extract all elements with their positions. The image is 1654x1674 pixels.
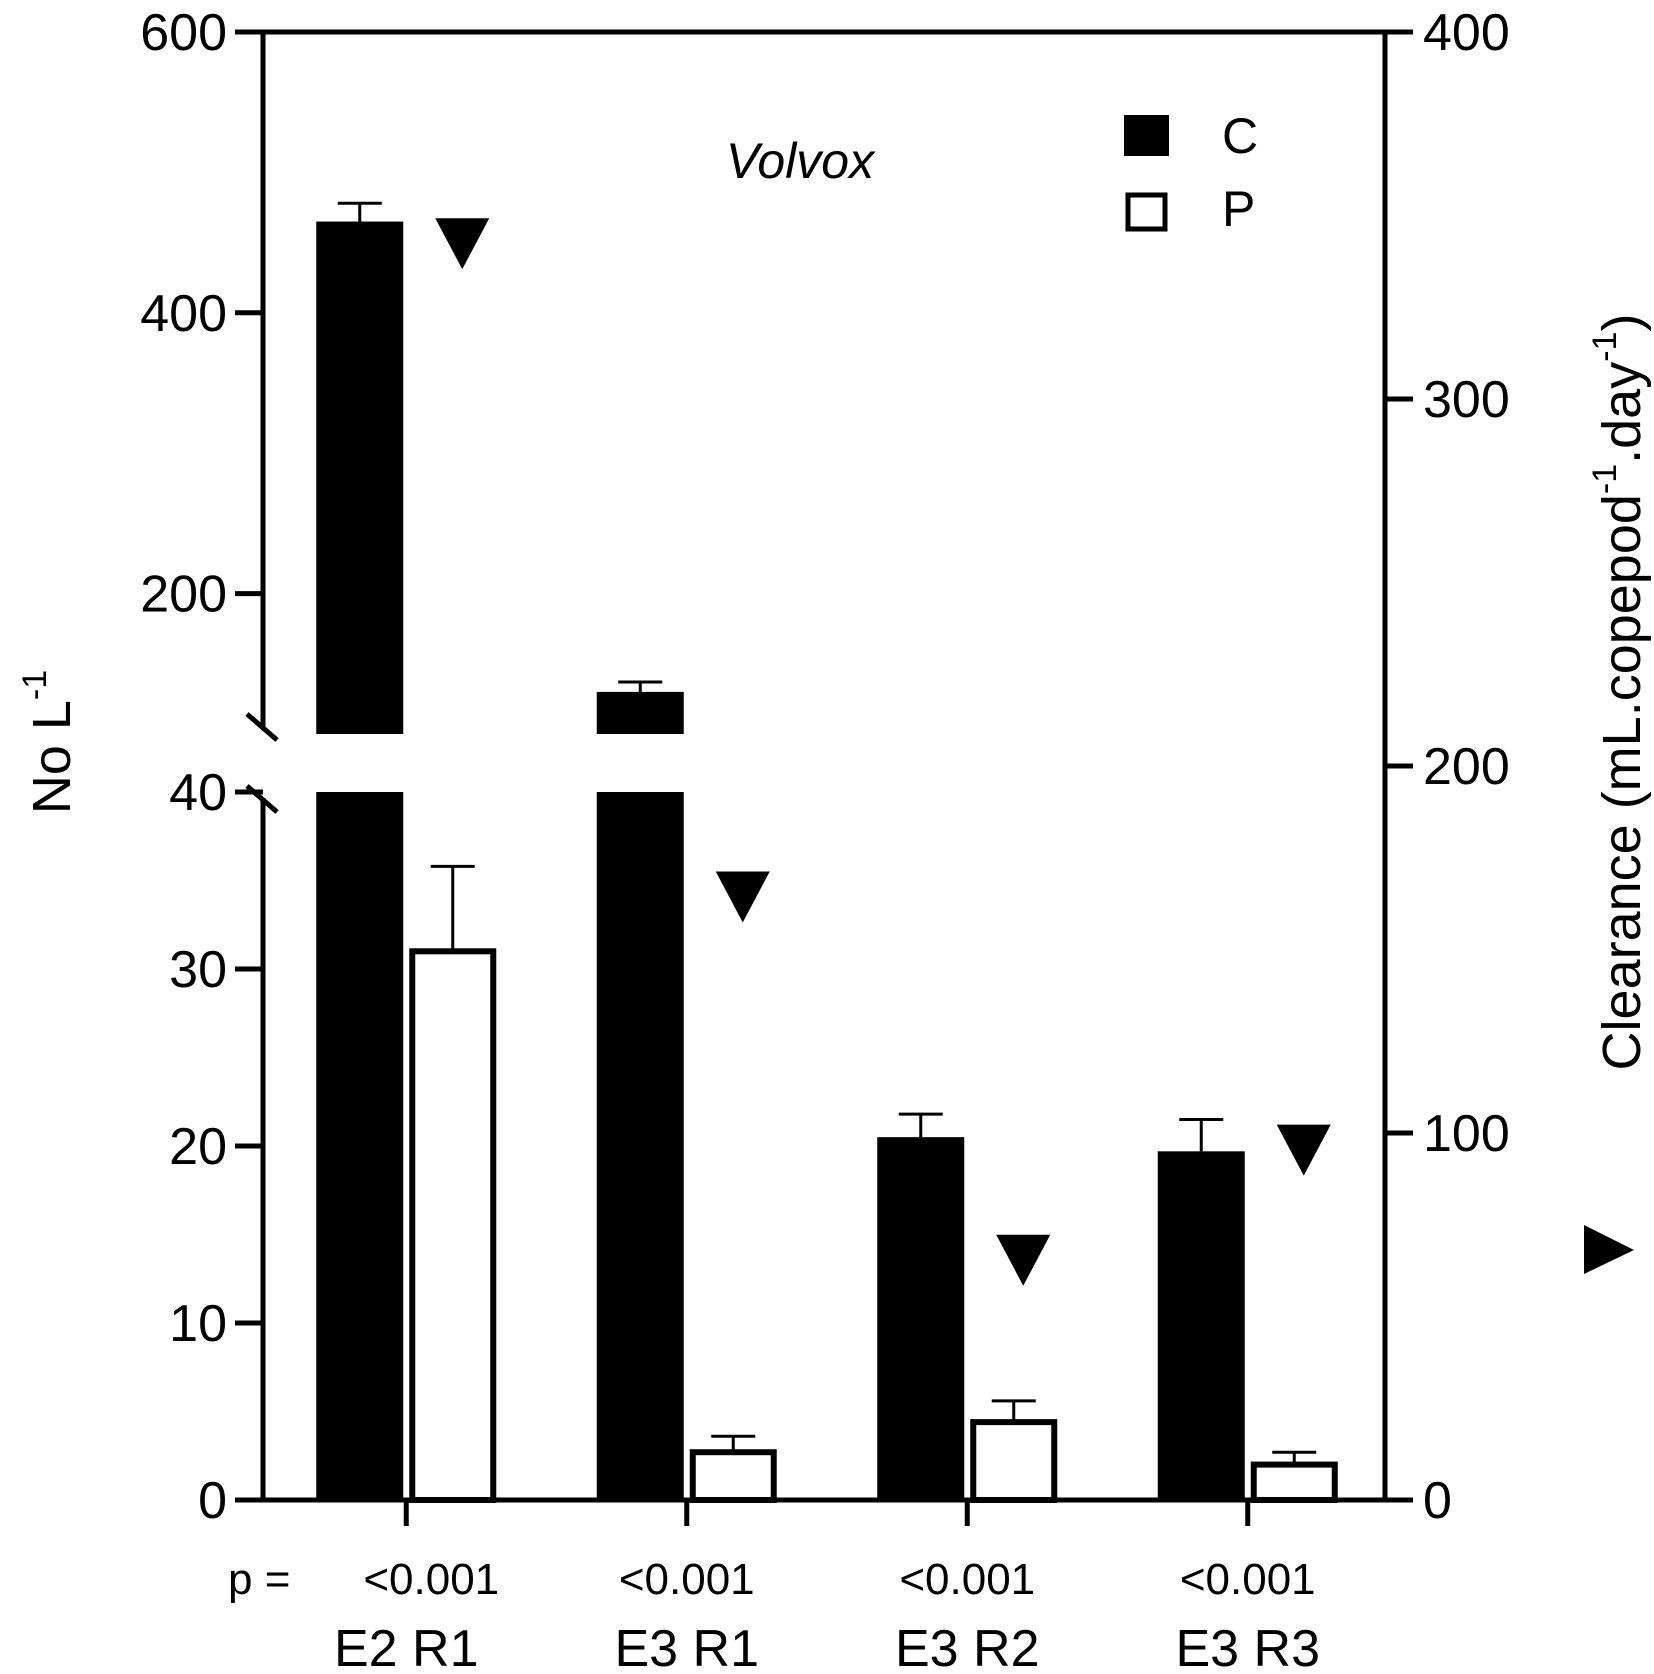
left-tick-label: 10 bbox=[169, 1295, 227, 1353]
left-tick-label: 30 bbox=[169, 941, 227, 999]
left-axis-ticks: 0 10 20 30 40 200 400 600 bbox=[140, 4, 263, 1530]
right-tick-label: 100 bbox=[1423, 1105, 1510, 1163]
bar-p bbox=[1250, 1461, 1338, 1503]
right-axis-title-part: .day bbox=[1592, 362, 1652, 464]
x-axis-categories: <0.001 E2 R1 <0.001 E3 R1 <0.001 E3 R2 <0.001 E… bbox=[334, 1500, 1320, 1674]
chart-title: Volvox bbox=[726, 133, 876, 189]
right-tick-label: 0 bbox=[1423, 1472, 1452, 1530]
bar-c bbox=[316, 792, 404, 1500]
bar-c bbox=[316, 221, 404, 735]
clearance-marker bbox=[1276, 1124, 1331, 1176]
right-axis-title-part: Clearance (mL.copepod bbox=[1592, 494, 1652, 1070]
left-tick-label: 600 bbox=[140, 4, 227, 62]
p-value: <0.001 bbox=[619, 1555, 755, 1604]
clearance-marker-layer bbox=[435, 218, 1331, 1286]
bar-c bbox=[1157, 1151, 1245, 1500]
right-axis-ticks: 0 100 200 300 400 bbox=[1385, 4, 1510, 1530]
left-axis-title-sup: -1 bbox=[16, 670, 54, 700]
x-category-label: E3 R3 bbox=[1175, 1620, 1320, 1674]
x-category-label: E3 R1 bbox=[614, 1620, 759, 1674]
legend-label-c: C bbox=[1222, 108, 1258, 164]
bar-p bbox=[689, 1449, 777, 1503]
p-value: <0.001 bbox=[1180, 1555, 1316, 1604]
p-value: <0.001 bbox=[363, 1555, 499, 1604]
legend-swatch-p bbox=[1125, 192, 1168, 232]
right-tick-label: 300 bbox=[1423, 371, 1510, 429]
left-tick-label: 40 bbox=[169, 764, 227, 822]
right-axis-title-part: -1 bbox=[1586, 332, 1624, 362]
right-tick-label: 200 bbox=[1423, 738, 1510, 796]
right-tick-label: 400 bbox=[1423, 4, 1510, 62]
left-tick-label: 0 bbox=[198, 1472, 227, 1530]
bar-layer bbox=[316, 201, 1338, 1503]
right-axis-title-part: -1 bbox=[1586, 464, 1624, 494]
right-axis-title-part: ) bbox=[1592, 314, 1652, 332]
p-value: <0.001 bbox=[899, 1555, 1035, 1604]
bar-p bbox=[970, 1419, 1058, 1503]
x-category-label: E2 R1 bbox=[334, 1620, 479, 1674]
clearance-marker bbox=[435, 218, 490, 270]
left-tick-label: 20 bbox=[169, 1118, 227, 1176]
left-axis-title-text: No L bbox=[22, 700, 82, 814]
right-axis-title: Clearance (mL.copepod-1.day-1) bbox=[1586, 314, 1652, 1071]
legend-label-p: P bbox=[1222, 181, 1255, 237]
bar-c bbox=[596, 792, 684, 1500]
right-axis-marker-icon bbox=[1584, 1225, 1634, 1274]
bar-c bbox=[877, 1137, 965, 1500]
left-axis-title: No L-1 bbox=[16, 670, 82, 814]
left-tick-label: 200 bbox=[140, 566, 227, 624]
x-category-label: E3 R2 bbox=[895, 1620, 1040, 1674]
legend-swatch-c bbox=[1124, 115, 1169, 156]
bar-p bbox=[409, 948, 497, 1503]
clearance-marker bbox=[996, 1234, 1051, 1286]
bar-c bbox=[596, 691, 684, 734]
p-value-label: p = bbox=[228, 1555, 290, 1604]
left-tick-label: 400 bbox=[140, 285, 227, 343]
legend: C P bbox=[1124, 108, 1258, 237]
axis-break-mark bbox=[245, 712, 279, 742]
clearance-marker bbox=[715, 871, 770, 923]
